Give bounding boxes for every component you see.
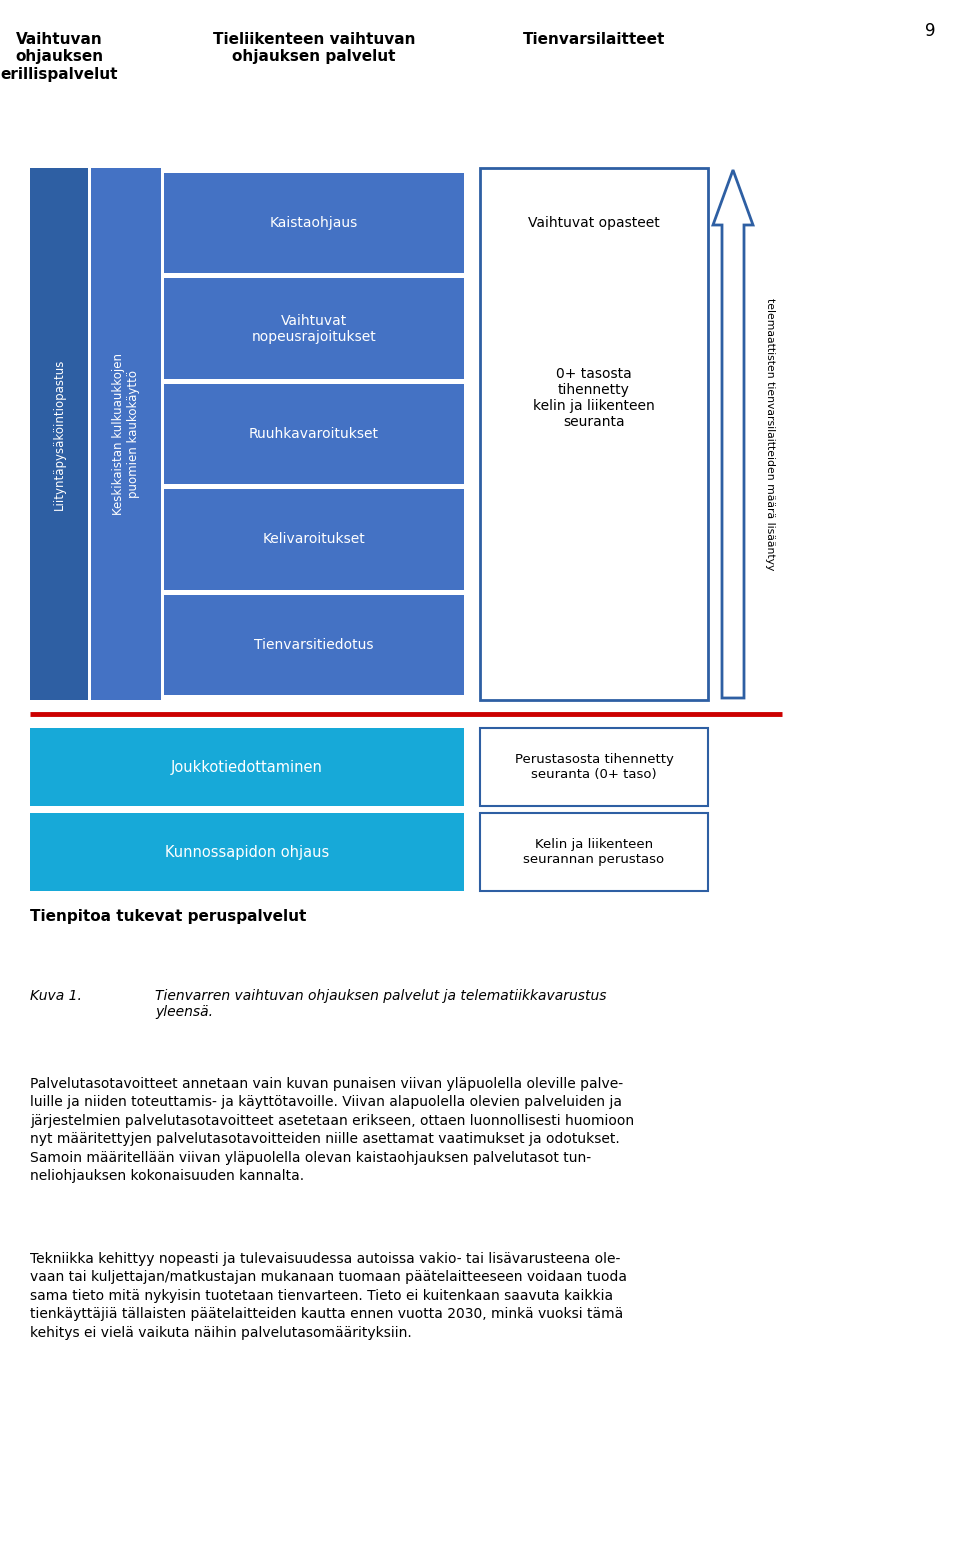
Text: Kunnossapidon ohjaus: Kunnossapidon ohjaus [165, 844, 329, 860]
Text: Ruuhkavaroitukset: Ruuhkavaroitukset [249, 427, 379, 441]
Text: Tienvarsitiedotus: Tienvarsitiedotus [254, 637, 373, 651]
Text: Tekniikka kehittyy nopeasti ja tulevaisuudessa autoissa vakio- tai lisävarusteen: Tekniikka kehittyy nopeasti ja tulevaisu… [30, 1253, 627, 1340]
Text: telemaattisten tienvarsilaitteiden määrä lisääntyy: telemaattisten tienvarsilaitteiden määrä… [765, 298, 775, 570]
Text: Perustasosta tihennetty
seuranta (0+ taso): Perustasosta tihennetty seuranta (0+ tas… [515, 753, 673, 781]
Bar [480, 728, 708, 805]
Text: Tieliikenteen vaihtuvan
ohjauksen palvelut: Tieliikenteen vaihtuvan ohjauksen palvel… [213, 33, 416, 64]
Text: Kelivaroitukset: Kelivaroitukset [263, 533, 366, 547]
Bar [164, 489, 464, 589]
Bar [30, 728, 464, 805]
Text: 9: 9 [924, 22, 935, 41]
Bar [480, 168, 708, 700]
Bar [91, 168, 161, 700]
Bar [30, 168, 88, 700]
Text: Palvelutasotavoitteet annetaan vain kuvan punaisen viivan yläpuolella oleville p: Palvelutasotavoitteet annetaan vain kuva… [30, 1077, 635, 1183]
Text: 0+ tasosta
tihennetty
kelin ja liikenteen
seuranta: 0+ tasosta tihennetty kelin ja liikentee… [533, 366, 655, 430]
Text: Vaihtuvat opasteet: Vaihtuvat opasteet [528, 217, 660, 231]
Polygon shape [713, 170, 753, 698]
Text: Tienpitoa tukevat peruspalvelut: Tienpitoa tukevat peruspalvelut [30, 908, 306, 924]
Text: Kuva 1.: Kuva 1. [30, 989, 82, 1003]
Text: Tienvarren vaihtuvan ohjauksen palvelut ja telematiikkavarustus
yleensä.: Tienvarren vaihtuvan ohjauksen palvelut … [155, 989, 607, 1019]
Bar [164, 595, 464, 695]
Bar [164, 173, 464, 273]
Text: Vaihtuvat
nopeusrajoitukset: Vaihtuvat nopeusrajoitukset [252, 313, 376, 344]
Text: Joukkotiedottaminen: Joukkotiedottaminen [171, 759, 323, 774]
Text: Keskikaistan kulkuaukkojen
puomien kaukokäyttö: Keskikaistan kulkuaukkojen puomien kauko… [112, 354, 140, 516]
Text: Liityntäpysäköintiopastus: Liityntäpysäköintiopastus [53, 358, 65, 509]
Bar [30, 813, 464, 891]
Text: Kaistaohjaus: Kaistaohjaus [270, 217, 358, 231]
Bar [480, 813, 708, 891]
Bar [164, 383, 464, 485]
Bar [164, 279, 464, 379]
Text: Vaihtuvan
ohjauksen
erillispalvelut: Vaihtuvan ohjauksen erillispalvelut [0, 33, 118, 83]
Text: Tienvarsilaitteet: Tienvarsilaitteet [523, 33, 665, 47]
Text: Kelin ja liikenteen
seurannan perustaso: Kelin ja liikenteen seurannan perustaso [523, 838, 664, 866]
